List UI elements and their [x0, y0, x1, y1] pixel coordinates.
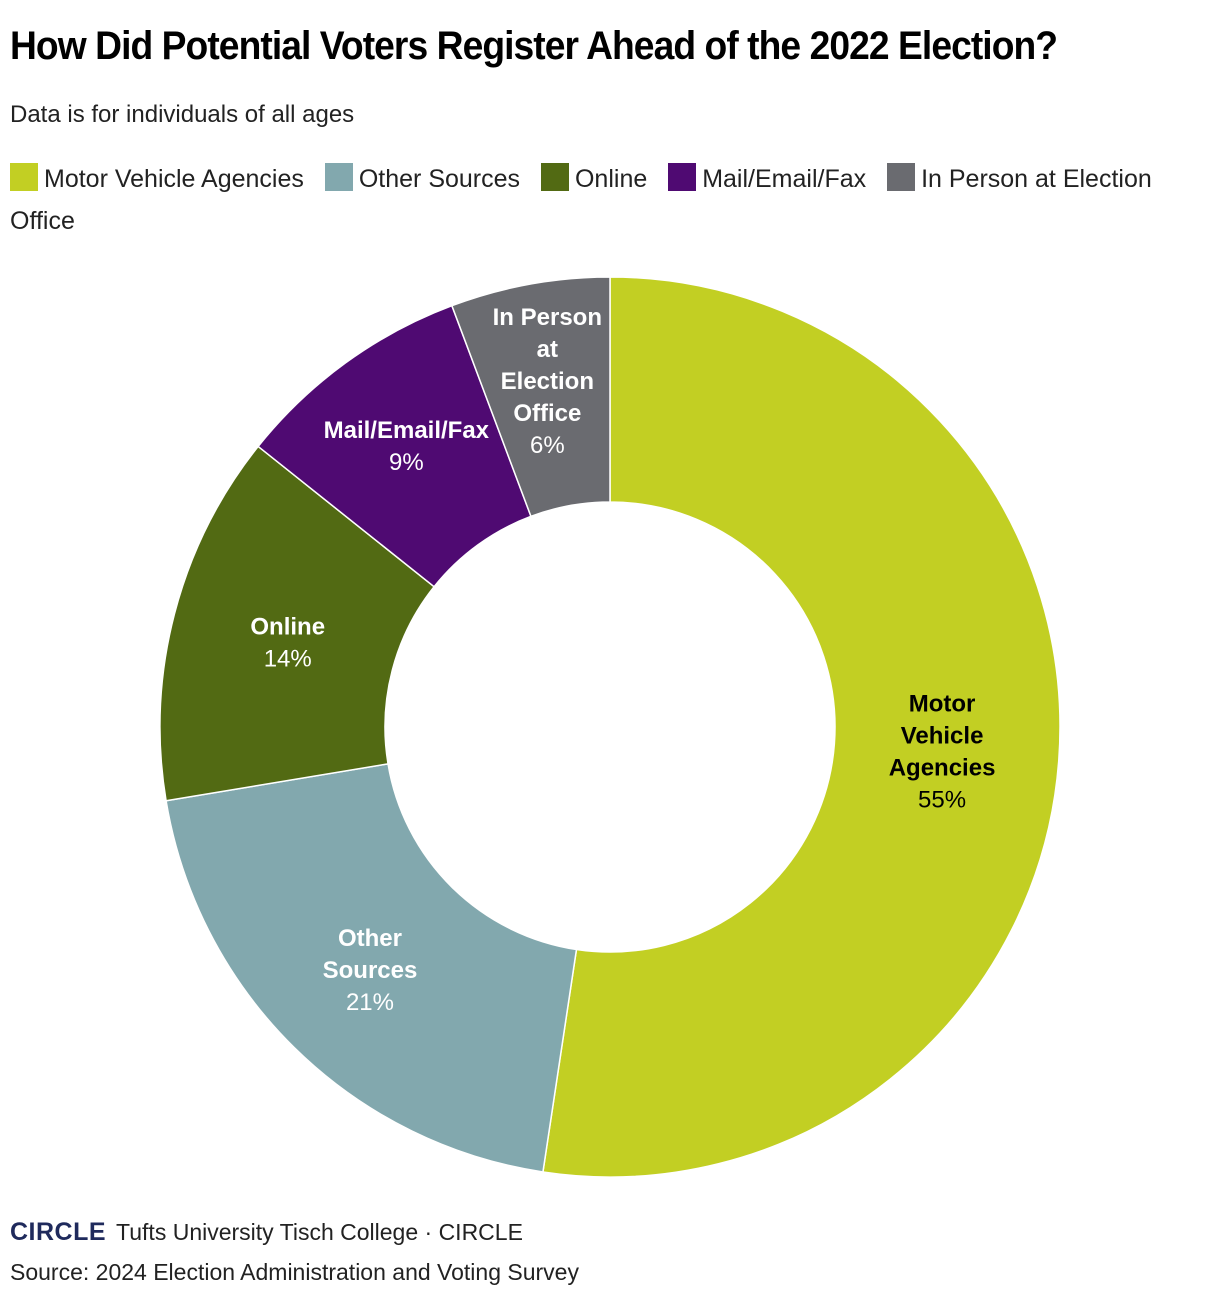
slice-online[interactable]	[159, 445, 436, 802]
slice-motor-vehicle-agencies[interactable]	[542, 276, 1061, 1178]
slice-label-mail-email-fax: Mail/Email/Fax 9%	[324, 417, 490, 476]
slice-category-label: Motor	[909, 690, 976, 717]
slice-value-label: 21%	[346, 989, 394, 1016]
slice-value-label: 55%	[918, 786, 966, 813]
slice-category-label: Agencies	[889, 754, 996, 781]
legend-swatch	[540, 163, 569, 191]
slice-value-label: 9%	[389, 449, 424, 476]
slice-label-other-sources: Other Sources 21%	[323, 925, 418, 1016]
legend-swatch	[887, 163, 916, 191]
slice-category-label: Other	[338, 925, 402, 952]
slice-label-online: Online 14%	[250, 614, 325, 673]
slice-label-motor-vehicle-agencies: Motor Vehicle Agencies 55%	[889, 690, 996, 813]
source-note: Source: 2024 Election Administration and…	[10, 1259, 579, 1285]
legend-label: Mail/Email/Fax	[702, 165, 867, 193]
slice-label-in-person-at-election-office: In Person at Election Office 6%	[493, 304, 602, 459]
legend-item-other-sources[interactable]: Other Sources	[324, 163, 521, 193]
legend-item-mail[interactable]: Mail/Email/Fax	[668, 163, 867, 193]
chart-subtitle: Data is for individuals of all ages	[10, 101, 355, 128]
slice-other-sources[interactable]	[165, 762, 578, 1173]
slice-value-label: 14%	[264, 646, 312, 673]
slice-category-label: Online	[250, 614, 325, 641]
slice-in-person-at-election-office[interactable]	[450, 276, 611, 518]
slice-category-label: Mail/Email/Fax	[324, 417, 490, 444]
legend-label: Online	[574, 165, 648, 193]
legend-item-motor-vehicle[interactable]: Motor Vehicle Agencies	[10, 163, 304, 193]
chart-title: How Did Potential Voters Register Ahead …	[10, 24, 1058, 68]
footer-brand-text: Tufts University Tisch College · CIRCLE	[116, 1219, 523, 1245]
legend: Motor Vehicle Agencies Other Sources Onl…	[10, 158, 1210, 242]
slice-category-label: In Person	[493, 304, 602, 331]
slice-category-label: at	[537, 336, 558, 363]
legend-swatch	[668, 163, 697, 191]
legend-label: In Person at Election Office	[10, 165, 1152, 235]
footer-brand: CIRCLE Tufts University Tisch College · …	[10, 1216, 523, 1248]
legend-label: Other Sources	[358, 165, 521, 193]
legend-item-in-person[interactable]: In Person at Election Office	[10, 163, 1152, 235]
legend-item-online[interactable]: Online	[540, 163, 648, 193]
legend-swatch	[10, 163, 38, 191]
slice-category-label: Office	[513, 400, 581, 427]
slice-category-label: Vehicle	[901, 722, 984, 749]
legend-swatch	[324, 163, 353, 191]
slice-value-label: 6%	[530, 432, 565, 459]
slice-category-label: Sources	[323, 957, 418, 984]
slice-category-label: Election	[501, 368, 594, 395]
donut-chart: Motor Vehicle Agencies 55% Other Sources 21% On…	[159, 276, 1061, 1178]
circle-logo: CIRCLE	[10, 1218, 107, 1246]
legend-label: Motor Vehicle Agencies	[44, 165, 304, 193]
